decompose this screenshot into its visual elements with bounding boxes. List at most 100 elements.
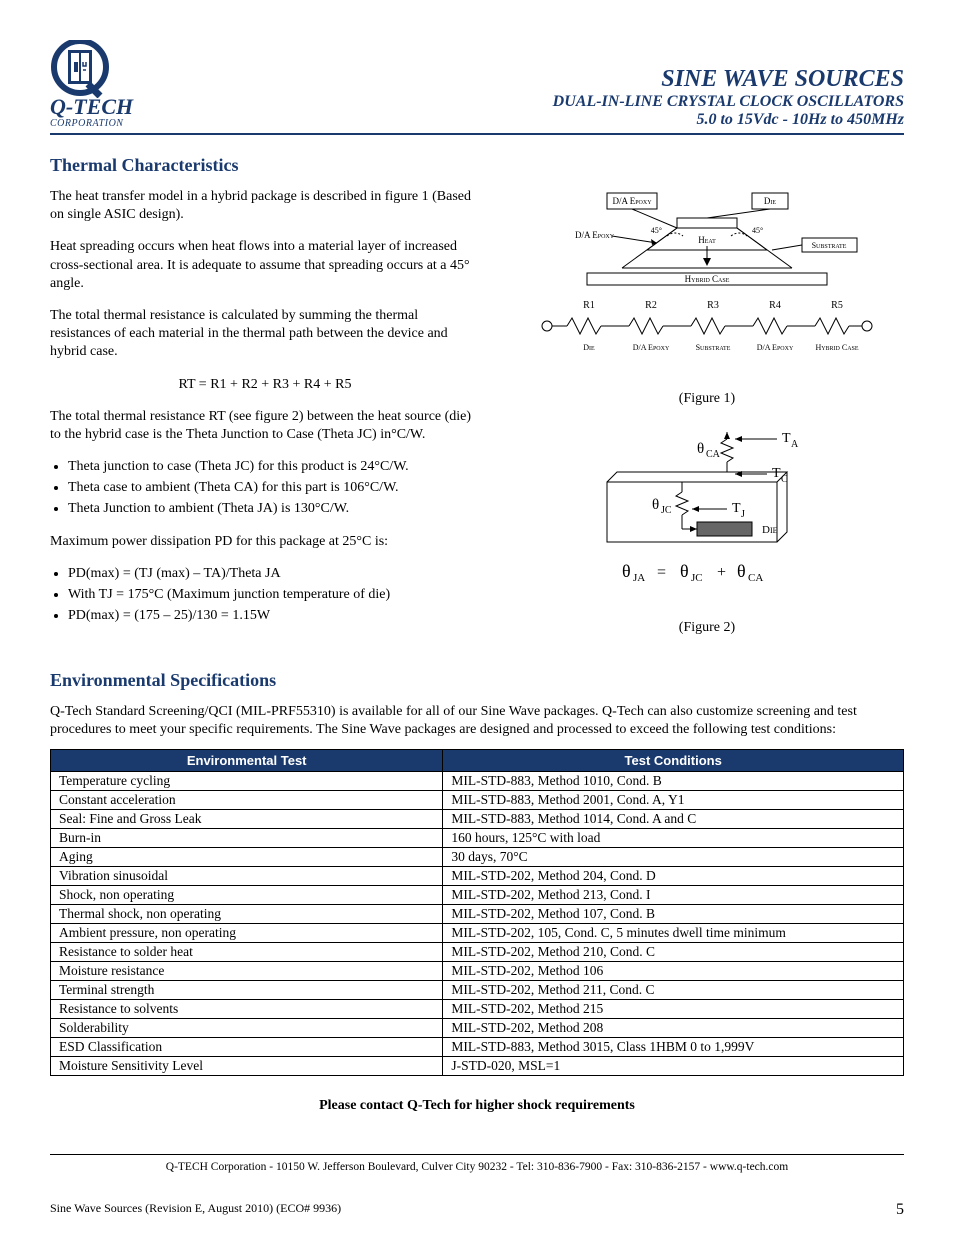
figure-1-caption: (Figure 1) [510, 391, 904, 407]
thermal-p2: Heat spreading occurs when heat flows in… [50, 238, 480, 293]
figure-1-diagram: D/A Epoxy Die 45° 45° D/A Epoxy [527, 188, 887, 378]
env-test-cell: Vibration sinusoidal [51, 867, 443, 886]
fig2-eq-plus: + [717, 564, 726, 581]
figure-2-diagram: Die θ JC θ CA T A T C T J [577, 427, 837, 607]
thermal-bullets-1: Theta junction to case (Theta JC) for th… [50, 458, 480, 519]
table-row: Resistance to solventsMIL-STD-202, Metho… [51, 1000, 904, 1019]
logo-text: Q-TECH [50, 96, 133, 118]
table-row: Terminal strengthMIL-STD-202, Method 211… [51, 981, 904, 1000]
footer-rule [50, 1154, 904, 1155]
thermal-p4: The total thermal resistance RT (see fig… [50, 408, 480, 444]
fig2-eq-theta1: θ [622, 561, 631, 581]
bullet-pdmax-value: PD(max) = (175 – 25)/130 = 1.15W [68, 607, 480, 626]
env-test-cell: Temperature cycling [51, 772, 443, 791]
env-cond-cell: J-STD-020, MSL=1 [443, 1057, 904, 1076]
fig1-angle-left: 45° [651, 226, 662, 235]
env-test-cell: Seal: Fine and Gross Leak [51, 810, 443, 829]
table-row: Burn-in160 hours, 125°C with load [51, 829, 904, 848]
table-row: Resistance to solder heatMIL-STD-202, Me… [51, 943, 904, 962]
env-test-cell: Burn-in [51, 829, 443, 848]
fig1-r2-label: D/A Epoxy [633, 343, 670, 352]
table-row: Moisture resistanceMIL-STD-202, Method 1… [51, 962, 904, 981]
env-cond-cell: MIL-STD-202, Method 213, Cond. I [443, 886, 904, 905]
table-row: ESD ClassificationMIL-STD-883, Method 30… [51, 1038, 904, 1057]
table-row: Thermal shock, non operatingMIL-STD-202,… [51, 905, 904, 924]
thermal-text-col: The heat transfer model in a hybrid pack… [50, 188, 480, 656]
doc-subtitle-1: DUAL-IN-LINE CRYSTAL CLOCK OSCILLATORS [553, 93, 904, 111]
doc-title: SINE WAVE SOURCES [553, 66, 904, 93]
fig2-eq-theta2: θ [680, 561, 689, 581]
fig2-eq-ja: JA [633, 572, 645, 584]
fig2-ta: T [782, 431, 791, 446]
thermal-bullets-2: PD(max) = (TJ (max) – TA)/Theta JA With … [50, 565, 480, 626]
fig2-eq-jc: JC [691, 572, 703, 584]
table-row: Moisture Sensitivity LevelJ-STD-020, MSL… [51, 1057, 904, 1076]
footer-address: Q-TECH Corporation - 10150 W. Jefferson … [50, 1161, 904, 1173]
fig1-r2: R2 [645, 300, 657, 311]
table-row: Aging30 days, 70°C [51, 848, 904, 867]
fig1-r1: R1 [583, 300, 595, 311]
table-row: SolderabilityMIL-STD-202, Method 208 [51, 1019, 904, 1038]
fig2-theta-ca: θ [697, 441, 704, 457]
env-col1-header: Environmental Test [51, 750, 443, 772]
fig2-tj: T [732, 501, 741, 516]
qtech-logo-icon [50, 40, 110, 98]
footer-bottom: Sine Wave Sources (Revision E, August 20… [50, 1201, 904, 1219]
env-cond-cell: MIL-STD-883, Method 1010, Cond. B [443, 772, 904, 791]
logo-block: Q-TECH CORPORATION [50, 40, 133, 129]
thermal-two-col: The heat transfer model in a hybrid pack… [50, 188, 904, 656]
env-test-cell: Shock, non operating [51, 886, 443, 905]
fig1-r5-label: Hybrid Case [815, 343, 858, 352]
fig2-tc-sub: C [781, 474, 788, 485]
env-cond-cell: MIL-STD-202, 105, Cond. C, 5 minutes dwe… [443, 924, 904, 943]
table-row: Shock, non operatingMIL-STD-202, Method … [51, 886, 904, 905]
table-row: Temperature cyclingMIL-STD-883, Method 1… [51, 772, 904, 791]
env-col2-header: Test Conditions [443, 750, 904, 772]
thermal-p1: The heat transfer model in a hybrid pack… [50, 188, 480, 224]
fig1-r5: R5 [831, 300, 843, 311]
table-row: Ambient pressure, non operatingMIL-STD-2… [51, 924, 904, 943]
fig2-tc: T [772, 466, 781, 481]
fig1-da-left: D/A Epoxy [575, 230, 615, 240]
bullet-theta-jc: Theta junction to case (Theta JC) for th… [68, 458, 480, 477]
table-row: Constant accelerationMIL-STD-883, Method… [51, 791, 904, 810]
fig1-r4-label: D/A Epoxy [757, 343, 794, 352]
env-cond-cell: MIL-STD-202, Method 208 [443, 1019, 904, 1038]
env-table: Environmental Test Test Conditions Tempe… [50, 749, 904, 1076]
table-row: Seal: Fine and Gross LeakMIL-STD-883, Me… [51, 810, 904, 829]
figures-col: D/A Epoxy Die 45° 45° D/A Epoxy [510, 188, 904, 656]
fig1-substrate: Substrate [812, 241, 847, 250]
fig1-r3-label: Substrate [696, 343, 731, 352]
env-cond-cell: 160 hours, 125°C with load [443, 829, 904, 848]
fig2-ta-sub: A [791, 439, 799, 450]
page-header: Q-TECH CORPORATION SINE WAVE SOURCES DUA… [50, 40, 904, 135]
thermal-heading: Thermal Characteristics [50, 155, 904, 176]
env-cond-cell: MIL-STD-202, Method 215 [443, 1000, 904, 1019]
env-test-cell: Moisture resistance [51, 962, 443, 981]
fig1-heat: Heat [698, 235, 716, 245]
env-test-cell: Aging [51, 848, 443, 867]
fig2-eq-theta3: θ [737, 561, 746, 581]
fig1-label-die-top: Die [764, 196, 776, 206]
fig1-r3: R3 [707, 300, 719, 311]
env-test-cell: Solderability [51, 1019, 443, 1038]
fig2-eq-equals: = [657, 564, 666, 581]
contact-note: Please contact Q-Tech for higher shock r… [50, 1098, 904, 1114]
header-right: SINE WAVE SOURCES DUAL-IN-LINE CRYSTAL C… [553, 66, 904, 129]
fig2-theta-jc: θ [652, 497, 659, 513]
env-intro: Q-Tech Standard Screening/QCI (MIL-PRF55… [50, 703, 904, 739]
bullet-theta-ca: Theta case to ambient (Theta CA) for thi… [68, 479, 480, 498]
table-row: Vibration sinusoidalMIL-STD-202, Method … [51, 867, 904, 886]
env-test-cell: Moisture Sensitivity Level [51, 1057, 443, 1076]
bullet-tj: With TJ = 175°C (Maximum junction temper… [68, 586, 480, 605]
env-cond-cell: MIL-STD-883, Method 1014, Cond. A and C [443, 810, 904, 829]
figure-2-caption: (Figure 2) [510, 620, 904, 636]
footer-revision: Sine Wave Sources (Revision E, August 20… [50, 1201, 341, 1219]
logo-subtitle: CORPORATION [50, 118, 123, 129]
bullet-pdmax-formula: PD(max) = (TJ (max) – TA)/Theta JA [68, 565, 480, 584]
env-cond-cell: MIL-STD-202, Method 106 [443, 962, 904, 981]
thermal-p3: The total thermal resistance is calculat… [50, 307, 480, 362]
env-cond-cell: MIL-STD-883, Method 2001, Cond. A, Y1 [443, 791, 904, 810]
fig1-r1-label: Die [583, 343, 595, 352]
doc-subtitle-2: 5.0 to 15Vdc - 10Hz to 450MHz [553, 111, 904, 129]
